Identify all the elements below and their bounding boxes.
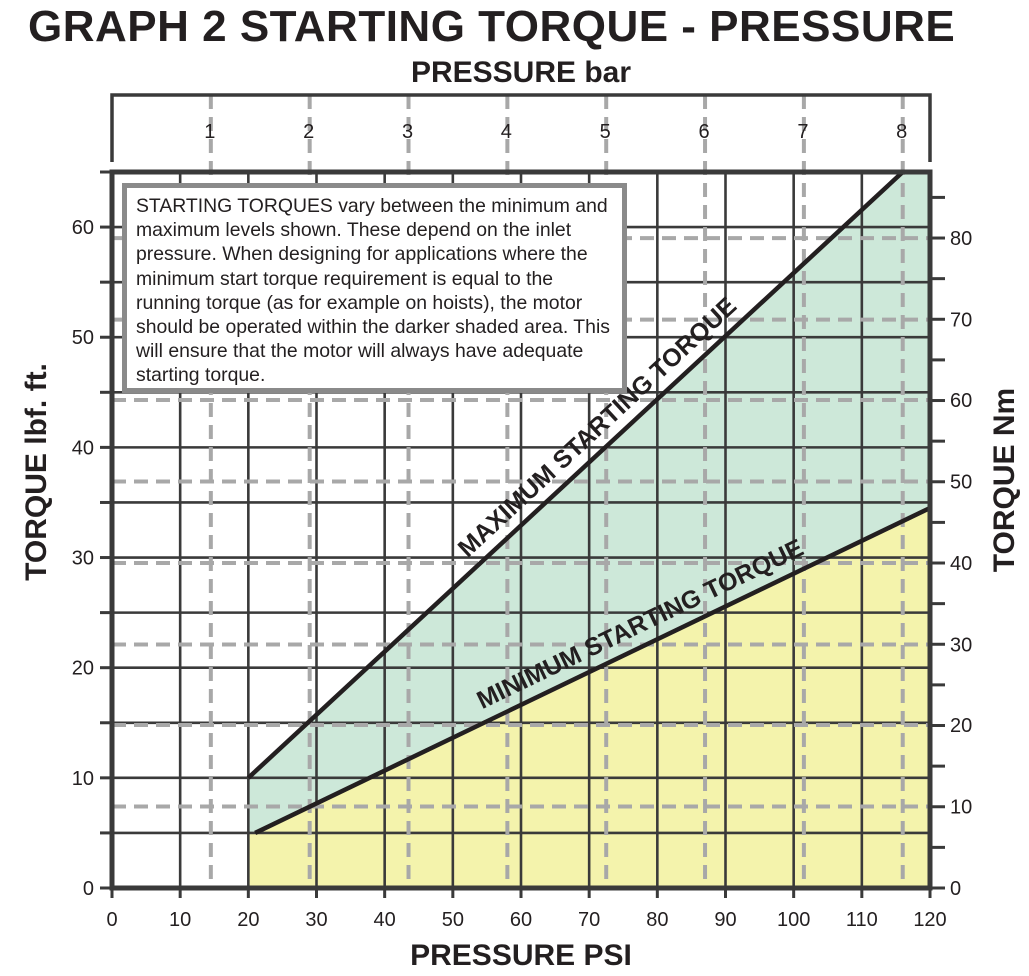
starting-torque-note: STARTING TORQUES vary between the minimu… xyxy=(122,183,627,393)
bar-tick-label: 8 xyxy=(896,121,907,143)
psi-tick-label: 90 xyxy=(714,909,736,931)
psi-tick-label: 110 xyxy=(846,909,878,931)
psi-tick-label: 80 xyxy=(646,909,668,931)
psi-tick-label: 120 xyxy=(913,909,946,931)
nm-tick-label: 20 xyxy=(950,715,972,737)
psi-tick-label: 40 xyxy=(374,909,396,931)
bar-tick-label: 6 xyxy=(698,121,709,143)
bar-tick-label: 7 xyxy=(797,121,808,143)
torque-lines xyxy=(246,170,931,835)
nm-tick-label: 50 xyxy=(950,472,972,494)
bar-tick-label: 2 xyxy=(303,121,314,143)
bar-tick-label: 5 xyxy=(600,121,611,143)
psi-tick-label: 50 xyxy=(442,909,464,931)
lbf-tick-label: 50 xyxy=(72,327,94,349)
nm-tick-label: 80 xyxy=(950,228,972,250)
nm-tick-label: 10 xyxy=(950,796,972,818)
min-starting-torque-line xyxy=(254,505,931,835)
lbf-tick-label: 0 xyxy=(83,878,94,900)
chart-title: GRAPH 2 STARTING TORQUE - PRESSURE xyxy=(28,2,956,51)
nm-tick-label: 0 xyxy=(950,878,961,900)
psi-tick-label: 10 xyxy=(169,909,191,931)
max-starting-torque-line xyxy=(246,170,905,780)
x-axis-title: PRESSURE PSI xyxy=(410,939,632,972)
tick-marks xyxy=(100,170,945,898)
psi-tick-label: 60 xyxy=(510,909,532,931)
psi-tick-label: 20 xyxy=(237,909,259,931)
nm-tick-label: 60 xyxy=(950,390,972,412)
bar-tick-label: 3 xyxy=(402,121,413,143)
psi-tick-label: 30 xyxy=(305,909,327,931)
bar-tick-label: 4 xyxy=(501,121,512,143)
psi-tick-label: 70 xyxy=(578,909,600,931)
nm-tick-label: 30 xyxy=(950,635,972,657)
left-axis-title: TORQUE lbf. ft. xyxy=(20,363,53,581)
nm-tick-label: 40 xyxy=(950,553,972,575)
nm-tick-label: 70 xyxy=(950,310,972,332)
bar-tick-label: 1 xyxy=(204,121,215,143)
top-axis-title: PRESSURE bar xyxy=(411,56,631,89)
lbf-tick-label: 20 xyxy=(72,658,94,680)
lbf-tick-label: 30 xyxy=(72,548,94,570)
lbf-tick-label: 10 xyxy=(72,768,94,790)
psi-tick-label: 0 xyxy=(106,909,117,931)
lbf-tick-label: 40 xyxy=(72,437,94,459)
lbf-tick-label: 60 xyxy=(72,217,94,239)
psi-tick-label: 100 xyxy=(777,909,810,931)
bar-scale-frame xyxy=(110,93,932,162)
right-axis-title: TORQUE Nm xyxy=(988,388,1021,572)
